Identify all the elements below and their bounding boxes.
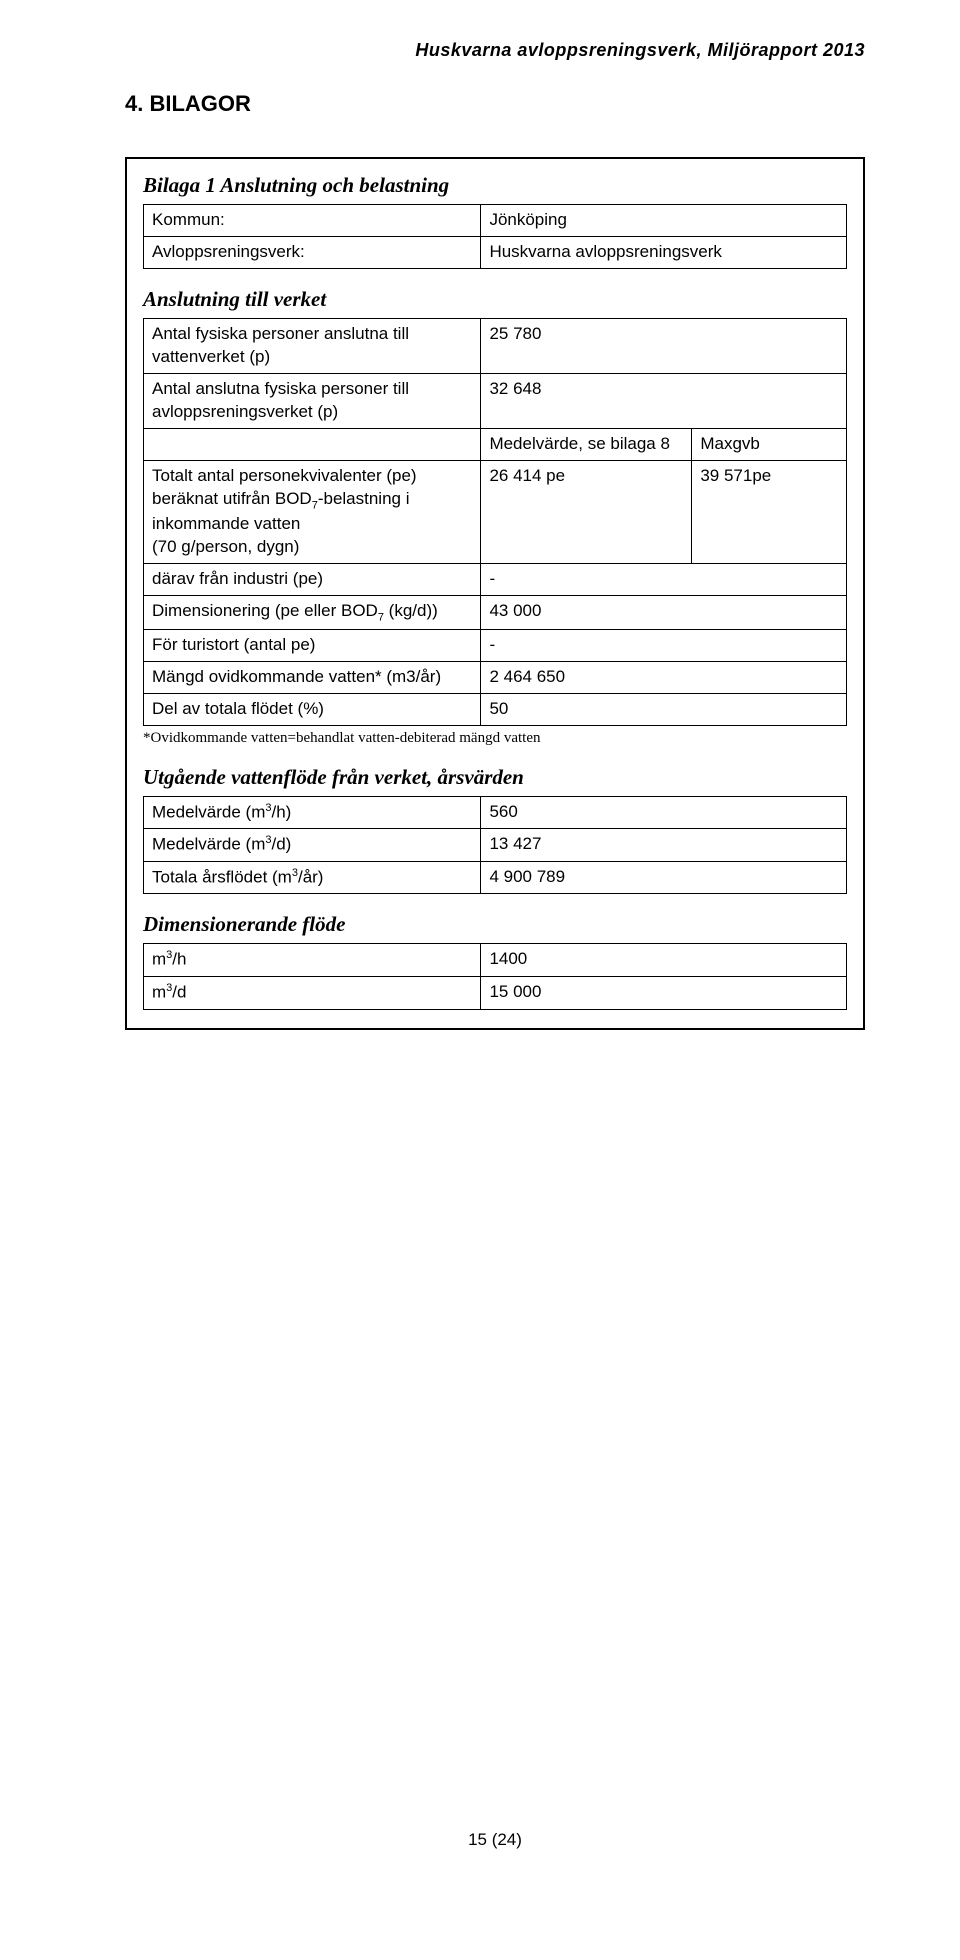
table-row: därav från industri (pe) - bbox=[144, 563, 847, 595]
anslutna-value: 32 648 bbox=[481, 373, 847, 428]
del-value: 50 bbox=[481, 693, 847, 725]
anslutning-table: Antal fysiska personer anslutna till vat… bbox=[143, 318, 847, 726]
md-label: Medelvärde (m3/d) bbox=[144, 829, 481, 862]
utgaende-title: Utgående vattenflöde från verket, årsvär… bbox=[143, 765, 847, 790]
industri-value: - bbox=[481, 563, 847, 595]
footnote: *Ovidkommande vatten=behandlat vatten-de… bbox=[143, 730, 847, 747]
table-row: Antal anslutna fysiska personer till avl… bbox=[144, 373, 847, 428]
table-row: Totala årsflödet (m3/år) 4 900 789 bbox=[144, 861, 847, 894]
m3h-label: m3/h bbox=[144, 944, 481, 977]
page-header: Huskvarna avloppsreningsverk, Miljörappo… bbox=[125, 40, 865, 61]
m3h-label-part2: /h bbox=[172, 950, 186, 969]
tot-label-part2: /år) bbox=[298, 867, 324, 886]
section-title: 4. BILAGOR bbox=[125, 91, 865, 117]
tot-value: 4 900 789 bbox=[481, 861, 847, 894]
mh-label-part2: /h) bbox=[272, 802, 292, 821]
table-row: Dimensionering (pe eller BOD7 (kg/d)) 43… bbox=[144, 595, 847, 629]
empty-cell bbox=[144, 428, 481, 460]
table-row: Medelvärde (m3/h) 560 bbox=[144, 796, 847, 829]
ovid-label: Mängd ovidkommande vatten* (m3/år) bbox=[144, 661, 481, 693]
dim-value: 43 000 bbox=[481, 595, 847, 629]
page-number: 15 (24) bbox=[125, 1830, 865, 1850]
m3d-value: 15 000 bbox=[481, 976, 847, 1009]
dimflode-table: m3/h 1400 m3/d 15 000 bbox=[143, 943, 847, 1009]
m3d-label-part1: m bbox=[152, 983, 166, 1002]
dim-label-part1: Dimensionering (pe eller BOD bbox=[152, 601, 378, 620]
table-row: Del av totala flödet (%) 50 bbox=[144, 693, 847, 725]
industri-label: därav från industri (pe) bbox=[144, 563, 481, 595]
tot-label: Totala årsflödet (m3/år) bbox=[144, 861, 481, 894]
utgaende-table: Medelvärde (m3/h) 560 Medelvärde (m3/d) … bbox=[143, 796, 847, 895]
m3h-value: 1400 bbox=[481, 944, 847, 977]
verk-label: Avloppsreningsverk: bbox=[144, 236, 481, 268]
mh-label-part1: Medelvärde (m bbox=[152, 802, 265, 821]
turist-value: - bbox=[481, 629, 847, 661]
m3h-label-part1: m bbox=[152, 950, 166, 969]
m3d-label: m3/d bbox=[144, 976, 481, 1009]
verk-value: Huskvarna avloppsreningsverk bbox=[481, 236, 847, 268]
pe-max: 39 571pe bbox=[692, 460, 847, 563]
mh-value: 560 bbox=[481, 796, 847, 829]
m3d-label-part2: /d bbox=[172, 983, 186, 1002]
pe-medel: 26 414 pe bbox=[481, 460, 692, 563]
kommun-table: Kommun: Jönköping Avloppsreningsverk: Hu… bbox=[143, 204, 847, 269]
maxgvb-label: Maxgvb bbox=[692, 428, 847, 460]
md-value: 13 427 bbox=[481, 829, 847, 862]
md-label-part2: /d) bbox=[272, 835, 292, 854]
bilaga-title: Bilaga 1 Anslutning och belastning bbox=[143, 173, 847, 198]
md-label-part1: Medelvärde (m bbox=[152, 835, 265, 854]
table-row: m3/h 1400 bbox=[144, 944, 847, 977]
dimflode-title: Dimensionerande flöde bbox=[143, 912, 847, 937]
tot-label-part1: Totala årsflödet (m bbox=[152, 867, 292, 886]
table-row: m3/d 15 000 bbox=[144, 976, 847, 1009]
table-row: För turistort (antal pe) - bbox=[144, 629, 847, 661]
del-label: Del av totala flödet (%) bbox=[144, 693, 481, 725]
content-box: Bilaga 1 Anslutning och belastning Kommu… bbox=[125, 157, 865, 1030]
medel-label: Medelvärde, se bilaga 8 bbox=[481, 428, 692, 460]
kommun-value: Jönköping bbox=[481, 205, 847, 237]
anslutna-label: Antal anslutna fysiska personer till avl… bbox=[144, 373, 481, 428]
fysiska-label: Antal fysiska personer anslutna till vat… bbox=[144, 318, 481, 373]
table-row: Medelvärde, se bilaga 8 Maxgvb bbox=[144, 428, 847, 460]
dim-label-part2: (kg/d)) bbox=[384, 601, 438, 620]
table-row: Medelvärde (m3/d) 13 427 bbox=[144, 829, 847, 862]
pe-label: Totalt antal personekvivalenter (pe) ber… bbox=[144, 460, 481, 563]
pe-label-part3: (70 g/person, dygn) bbox=[152, 537, 299, 556]
kommun-label: Kommun: bbox=[144, 205, 481, 237]
table-row: Totalt antal personekvivalenter (pe) ber… bbox=[144, 460, 847, 563]
dim-label: Dimensionering (pe eller BOD7 (kg/d)) bbox=[144, 595, 481, 629]
mh-label: Medelvärde (m3/h) bbox=[144, 796, 481, 829]
anslutning-title: Anslutning till verket bbox=[143, 287, 847, 312]
turist-label: För turistort (antal pe) bbox=[144, 629, 481, 661]
table-row: Mängd ovidkommande vatten* (m3/år) 2 464… bbox=[144, 661, 847, 693]
fysiska-value: 25 780 bbox=[481, 318, 847, 373]
table-row: Antal fysiska personer anslutna till vat… bbox=[144, 318, 847, 373]
ovid-value: 2 464 650 bbox=[481, 661, 847, 693]
